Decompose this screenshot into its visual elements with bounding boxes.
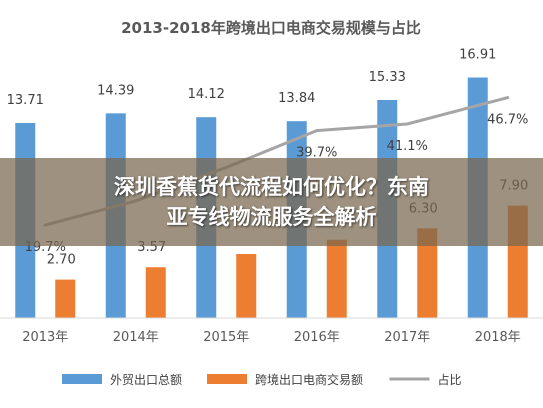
- chart-title: 2013-2018年跨境出口电商交易规模与占比: [121, 19, 421, 37]
- legend-swatch-1: [207, 374, 247, 384]
- x-tick-label-1: 2014年: [113, 330, 159, 345]
- legend-label-1: 跨境出口电商交易额: [255, 372, 363, 387]
- value-label-ecommerce-0: 2.70: [47, 253, 76, 268]
- legend: 外贸出口总额 跨境出口电商交易额 占比: [62, 372, 462, 387]
- x-tick-label-5: 2018年: [475, 330, 521, 345]
- x-tick-label-3: 2016年: [294, 330, 340, 345]
- value-label-export-total-3: 13.84: [278, 91, 315, 106]
- bar-ecommerce-2: [236, 254, 257, 318]
- legend-swatch-0: [62, 374, 102, 384]
- share-label-3: 39.7%: [296, 146, 337, 161]
- bar-ecommerce-0: [55, 279, 76, 318]
- x-tick-label-2: 2015年: [203, 330, 249, 345]
- share-point-5: [506, 96, 510, 100]
- value-label-export-total-2: 14.12: [188, 87, 225, 102]
- legend-label-0: 外贸出口总额: [110, 373, 182, 387]
- x-tick-labels: 2013年 2014年 2015年 2016年 2017年 2018年: [22, 330, 521, 345]
- bar-ecommerce-3: [326, 239, 347, 318]
- headline-overlay: 深圳香蕉货代流程如何优化？东南 亚专线物流服务全解析: [0, 158, 543, 246]
- share-point-4: [405, 122, 409, 126]
- headline-line-1: 深圳香蕉货代流程如何优化？东南: [114, 175, 429, 199]
- share-label-5: 46.7%: [487, 113, 528, 128]
- value-label-export-total-0: 13.71: [7, 93, 44, 108]
- headline-line-2: 亚专线物流服务全解析: [166, 205, 377, 229]
- value-label-export-total-5: 16.91: [459, 48, 496, 63]
- value-label-export-total-1: 14.39: [97, 83, 134, 98]
- share-label-4: 41.1%: [387, 139, 428, 154]
- share-point-3: [315, 129, 319, 133]
- x-tick-label-4: 2017年: [384, 330, 430, 345]
- bar-ecommerce-1: [145, 267, 166, 318]
- value-label-export-total-4: 15.33: [369, 70, 406, 85]
- legend-label-2: 占比: [438, 372, 462, 387]
- x-tick-label-0: 2013年: [22, 330, 68, 345]
- bar-ecommerce-4: [417, 228, 438, 318]
